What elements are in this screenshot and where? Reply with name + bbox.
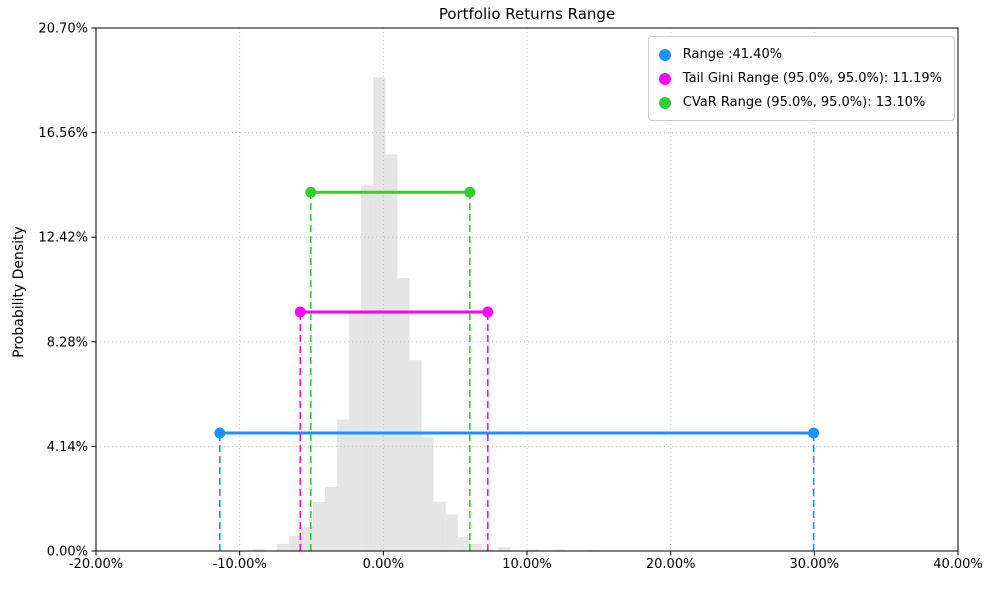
x-tick-label: -20.00% <box>69 557 123 572</box>
histogram-bar <box>361 184 374 551</box>
legend-item-cvar-range: CVaR Range (95.0%, 95.0%): 13.10% <box>658 92 942 113</box>
chart-title: Portfolio Returns Range <box>438 5 616 23</box>
x-tick-label: 40.00% <box>933 557 983 572</box>
x-tick-label: 10.00% <box>502 557 552 572</box>
histogram-bar <box>552 549 565 551</box>
histogram-bar <box>337 419 350 551</box>
x-tick-label: -10.00% <box>213 557 267 572</box>
range-marker-end <box>808 427 820 439</box>
histogram-bar <box>397 278 410 551</box>
legend-label: CVaR Range (95.0%, 95.0%): 13.10% <box>682 95 926 110</box>
histogram-bar <box>469 543 482 551</box>
y-tick-label: 0.00% <box>47 545 88 560</box>
histogram-bar <box>252 549 265 551</box>
histogram-bar <box>457 537 470 551</box>
y-tick-label: 16.56% <box>38 126 88 141</box>
histogram-bar <box>498 547 511 551</box>
y-tick-label: 20.70% <box>38 22 88 37</box>
tail-gini-range-legend-marker-icon <box>658 72 671 85</box>
x-tick-label: 30.00% <box>790 557 840 572</box>
histogram-bar <box>409 360 422 551</box>
tail-gini-range-marker-end <box>482 306 494 318</box>
legend: Range :41.40% Tail Gini Range (95.0%, 95.… <box>647 36 955 121</box>
histogram-bar <box>325 487 338 551</box>
cvar-range-marker-start <box>305 186 317 198</box>
cvar-range-marker-end <box>464 186 476 198</box>
y-tick-label: 8.28% <box>47 335 88 350</box>
histogram-bar <box>433 501 446 551</box>
y-tick-label: 4.14% <box>47 440 88 455</box>
legend-item-tail-gini-range: Tail Gini Range (95.0%, 95.0%): 11.19% <box>658 68 942 89</box>
histogram-bar <box>527 549 540 551</box>
y-tick-label: 12.42% <box>38 231 88 246</box>
range-marker-start <box>214 427 226 439</box>
histogram-bar <box>288 535 301 551</box>
histogram-bar <box>445 514 458 551</box>
range-legend-marker-icon <box>658 48 671 61</box>
histogram-bar <box>385 154 398 552</box>
histogram-bar <box>276 543 289 551</box>
histogram-bar <box>421 437 434 551</box>
histogram-bar <box>312 502 325 551</box>
histogram-bar <box>300 527 313 551</box>
legend-label: Tail Gini Range (95.0%, 95.0%): 11.19% <box>682 71 942 86</box>
x-tick-label: 20.00% <box>646 557 696 572</box>
tail-gini-range-marker-start <box>294 306 306 318</box>
x-tick-label: 0.00% <box>363 557 404 572</box>
legend-label: Range :41.40% <box>682 47 783 62</box>
legend-item-range: Range :41.40% <box>658 44 942 65</box>
cvar-range-legend-marker-icon <box>658 96 671 109</box>
